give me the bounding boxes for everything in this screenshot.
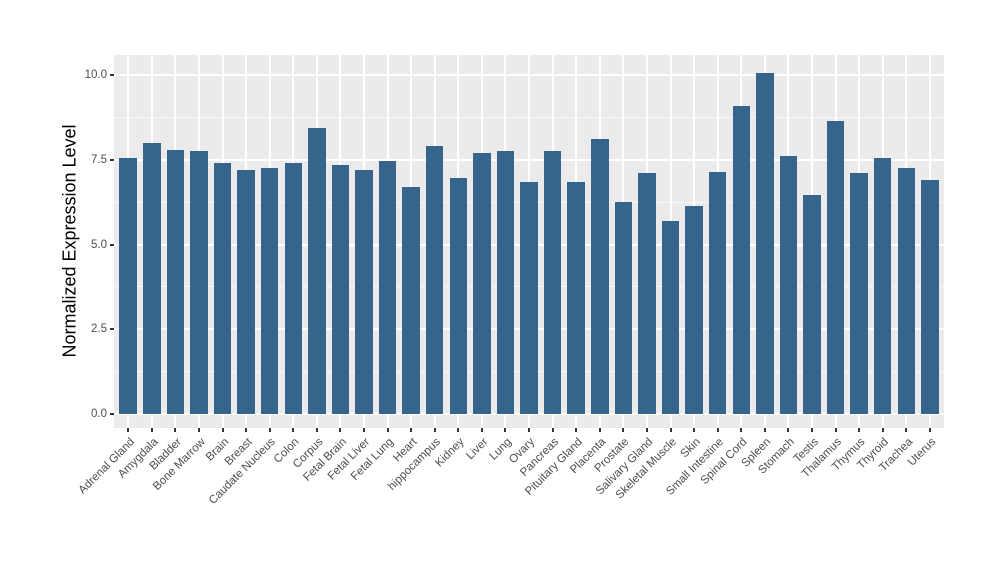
x-tick-mark bbox=[716, 428, 719, 432]
x-tick-mark bbox=[315, 428, 318, 432]
bar-fetal-lung bbox=[378, 161, 397, 414]
bar-uterus bbox=[921, 180, 939, 414]
bar-spleen bbox=[756, 73, 774, 414]
bar-trachea bbox=[897, 168, 915, 414]
bar-heart bbox=[402, 186, 420, 414]
plot-panel bbox=[114, 55, 944, 428]
y-tick-label: 5.0 bbox=[91, 238, 107, 251]
bar-thyroid bbox=[873, 158, 892, 414]
bar-bone-marrow bbox=[190, 151, 208, 414]
x-tick-mark bbox=[150, 428, 153, 432]
x-tick-mark bbox=[622, 428, 625, 432]
bar-lung bbox=[496, 151, 515, 414]
x-tick-mark bbox=[339, 428, 342, 432]
x-tick-mark bbox=[457, 428, 460, 432]
y-tick-label: 2.5 bbox=[91, 323, 107, 336]
bar-kidney bbox=[449, 178, 467, 414]
y-tick-label: 10.0 bbox=[84, 69, 107, 81]
y-tick-mark bbox=[110, 158, 114, 161]
bar-breast bbox=[237, 169, 255, 414]
x-tick-mark bbox=[693, 428, 696, 432]
x-tick-mark bbox=[127, 428, 130, 432]
x-tick-mark bbox=[834, 428, 837, 432]
bar-stomach bbox=[779, 156, 798, 414]
bar-prostate bbox=[614, 202, 633, 414]
x-tick-mark bbox=[551, 428, 554, 432]
x-tick-mark bbox=[362, 428, 365, 432]
x-tick-label: Liver bbox=[464, 436, 491, 463]
x-tick-mark bbox=[174, 428, 177, 432]
bar-colon bbox=[284, 163, 302, 414]
x-tick-mark bbox=[905, 428, 908, 432]
bar-skeletal-muscle bbox=[661, 220, 680, 414]
y-tick-label: 7.5 bbox=[91, 153, 107, 166]
bar-thymus bbox=[850, 173, 868, 414]
x-tick-mark bbox=[245, 428, 247, 432]
bar-adrenal-gland bbox=[119, 158, 137, 414]
bar-thalamus bbox=[826, 120, 845, 414]
bar-placenta bbox=[591, 139, 609, 414]
x-tick-mark bbox=[386, 428, 389, 432]
y-tick-mark bbox=[110, 243, 114, 246]
x-tick-mark bbox=[504, 428, 507, 432]
bar-fetal-liver bbox=[355, 169, 373, 414]
bar-skin bbox=[685, 205, 703, 414]
x-tick-mark bbox=[221, 428, 224, 432]
x-tick-mark bbox=[763, 428, 766, 432]
x-tick-mark bbox=[575, 428, 578, 432]
x-tick-mark bbox=[268, 428, 271, 432]
bar-brain bbox=[213, 163, 232, 414]
x-tick-mark bbox=[598, 428, 601, 432]
x-tick-mark bbox=[669, 428, 672, 432]
x-tick-mark bbox=[197, 428, 200, 432]
y-tick-mark bbox=[110, 413, 114, 415]
y-tick-label: 0.0 bbox=[91, 408, 107, 420]
x-tick-mark bbox=[858, 428, 861, 432]
bar-testis bbox=[803, 195, 821, 414]
x-tick-mark bbox=[410, 428, 413, 432]
bar-pituitary-gland bbox=[567, 181, 585, 414]
x-tick-mark bbox=[645, 428, 648, 432]
bar-corpus bbox=[308, 127, 326, 414]
bar-hippocampus bbox=[425, 146, 444, 414]
bar-ovary bbox=[520, 181, 538, 414]
x-tick-mark bbox=[480, 428, 483, 432]
bar-fetal-brain bbox=[331, 164, 350, 414]
bar-spinal-cord bbox=[732, 105, 750, 414]
y-tick-mark bbox=[110, 74, 114, 76]
bar-small-intestine bbox=[708, 171, 727, 414]
x-tick-mark bbox=[811, 428, 813, 432]
x-tick-mark bbox=[881, 428, 884, 432]
bar-bladder bbox=[166, 149, 185, 414]
bar-amygdala bbox=[143, 142, 161, 414]
x-tick-mark bbox=[292, 428, 295, 432]
x-tick-mark bbox=[928, 428, 931, 432]
x-tick-mark bbox=[740, 428, 743, 432]
y-tick-mark bbox=[110, 328, 114, 331]
bar-liver bbox=[473, 153, 491, 414]
bar-salivary-gland bbox=[638, 173, 656, 414]
bar-pancreas bbox=[543, 151, 562, 414]
x-tick-mark bbox=[528, 428, 530, 432]
x-tick-mark bbox=[433, 428, 436, 432]
x-tick-mark bbox=[787, 428, 790, 432]
bar-caudate-nucleus bbox=[260, 168, 279, 414]
